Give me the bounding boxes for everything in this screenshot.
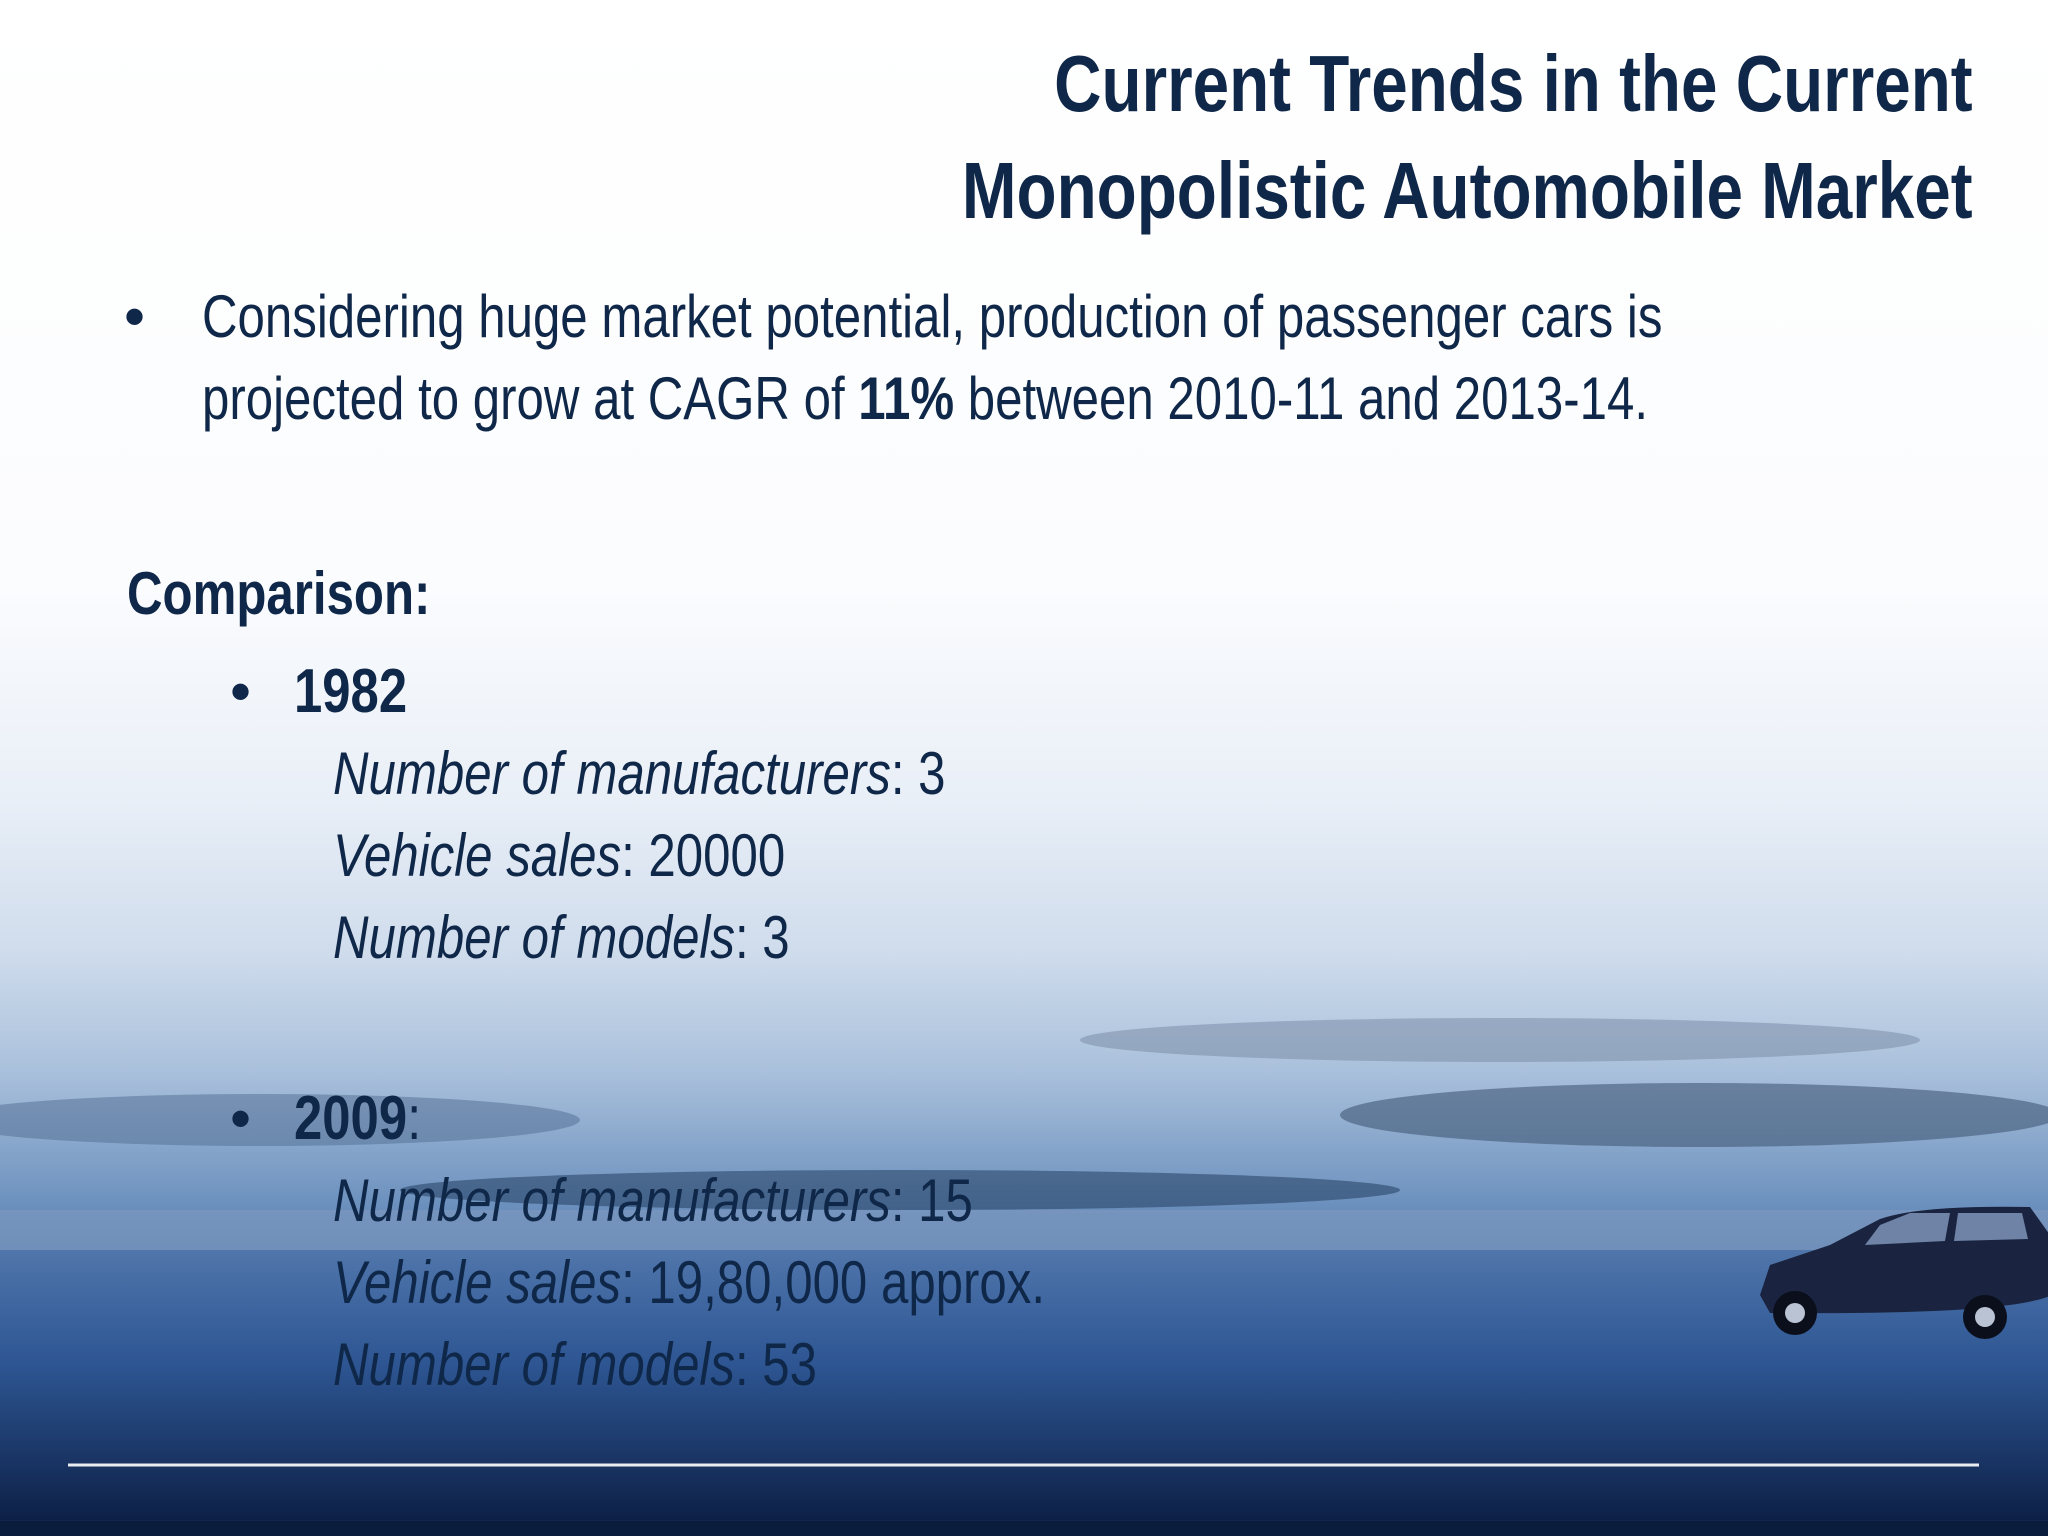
- year: 1982: [294, 657, 408, 726]
- highlight: 11%: [858, 365, 955, 432]
- item-value: : 19,80,000 approx.: [621, 1249, 1046, 1316]
- item: Number of models: 53: [333, 1327, 817, 1403]
- item-label: Number of manufacturers: [333, 1167, 891, 1234]
- text: between 2010-11 and 2013-14.: [954, 365, 1648, 432]
- item: Number of manufacturers: 15: [333, 1163, 973, 1239]
- item-value: : 15: [890, 1167, 973, 1234]
- item-label: Number of models: [333, 904, 735, 971]
- bullet: •: [230, 658, 252, 725]
- year: 2009: [294, 1084, 408, 1153]
- intro-text: Considering huge market potential, produ…: [202, 276, 1867, 440]
- text: Considering huge market potential, produ…: [202, 283, 1663, 432]
- item-label: Vehicle sales: [333, 1249, 622, 1316]
- item-label: Number of manufacturers: [333, 740, 891, 807]
- slide-title: Current Trends in the Current Monopolist…: [962, 30, 1973, 244]
- year-label: 2009:: [294, 1081, 421, 1157]
- item: Vehicle sales: 19,80,000 approx.: [333, 1245, 1045, 1321]
- item-value: : 53: [734, 1331, 818, 1398]
- item-value: : 20000: [621, 822, 786, 889]
- item: Vehicle sales: 20000: [333, 818, 785, 894]
- item-label: Number of models: [333, 1331, 735, 1398]
- item-label: Vehicle sales: [333, 822, 622, 889]
- bullet: •: [230, 1085, 252, 1152]
- year-suffix: :: [407, 1084, 422, 1153]
- bullet: •: [124, 283, 146, 350]
- title-line: Current Trends in the Current: [1054, 39, 1973, 128]
- year-label: 1982: [294, 654, 407, 730]
- item: Number of manufacturers: 3: [333, 736, 946, 812]
- item-value: : 3: [890, 740, 946, 807]
- title-line: Monopolistic Automobile Market: [962, 146, 1973, 235]
- item-value: : 3: [734, 904, 790, 971]
- item: Number of models: 3: [333, 900, 790, 976]
- section-heading: Comparison:: [127, 560, 431, 627]
